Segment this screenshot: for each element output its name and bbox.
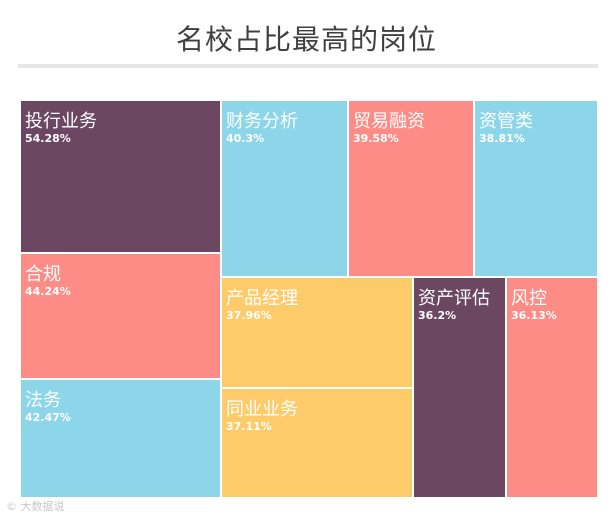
treemap-tile: 风控 36.13%: [506, 277, 598, 498]
tile-value-label: 39.58%: [353, 132, 399, 145]
tile-label: 投行业务: [25, 111, 97, 132]
treemap-tile: 财务分析 40.3%: [221, 100, 348, 277]
treemap-tile: 投行业务 54.28%: [20, 100, 221, 253]
tile-label: 资管类: [479, 111, 533, 132]
watermark-logo-icon: ©: [6, 500, 17, 513]
title-divider: [18, 64, 598, 68]
tile-label: 法务: [25, 390, 61, 411]
treemap-tile: 产品经理 37.96%: [221, 277, 413, 388]
tile-label: 贸易融资: [353, 111, 425, 132]
tile-value-label: 38.81%: [479, 132, 525, 145]
tile-value-label: 54.28%: [25, 132, 71, 145]
treemap-tile: 资管类 38.81%: [474, 100, 598, 277]
treemap-tile: 合规 44.24%: [20, 253, 221, 379]
tile-value-label: 42.47%: [25, 411, 71, 424]
watermark-text: 大数据说: [20, 500, 65, 513]
tile-value-label: 40.3%: [226, 132, 265, 145]
tile-label: 产品经理: [226, 288, 298, 309]
chart-title: 名校占比最高的岗位: [175, 23, 437, 56]
tile-value-label: 37.11%: [226, 420, 272, 433]
tile-value-label: 36.2%: [418, 309, 457, 322]
tile-label: 财务分析: [226, 111, 298, 132]
tile-value-label: 36.13%: [511, 309, 557, 322]
tile-label: 风控: [511, 288, 547, 309]
treemap-tile: 法务 42.47%: [20, 379, 221, 498]
tile-label: 资产评估: [418, 288, 490, 309]
treemap-tile: 贸易融资 39.58%: [348, 100, 474, 277]
treemap-tile: 同业业务 37.11%: [221, 388, 413, 498]
treemap-tile: 资产评估 36.2%: [413, 277, 506, 498]
tile-label: 同业业务: [226, 399, 298, 420]
treemap-chart: 投行业务 54.28% 合规 44.24% 法务 42.47% 财务分析 40.3% 贸易融资 3…: [20, 100, 598, 498]
tile-value-label: 44.24%: [25, 285, 71, 298]
tile-label: 合规: [25, 264, 61, 285]
tile-value-label: 37.96%: [226, 309, 272, 322]
watermark: © 大数据说: [6, 498, 65, 514]
